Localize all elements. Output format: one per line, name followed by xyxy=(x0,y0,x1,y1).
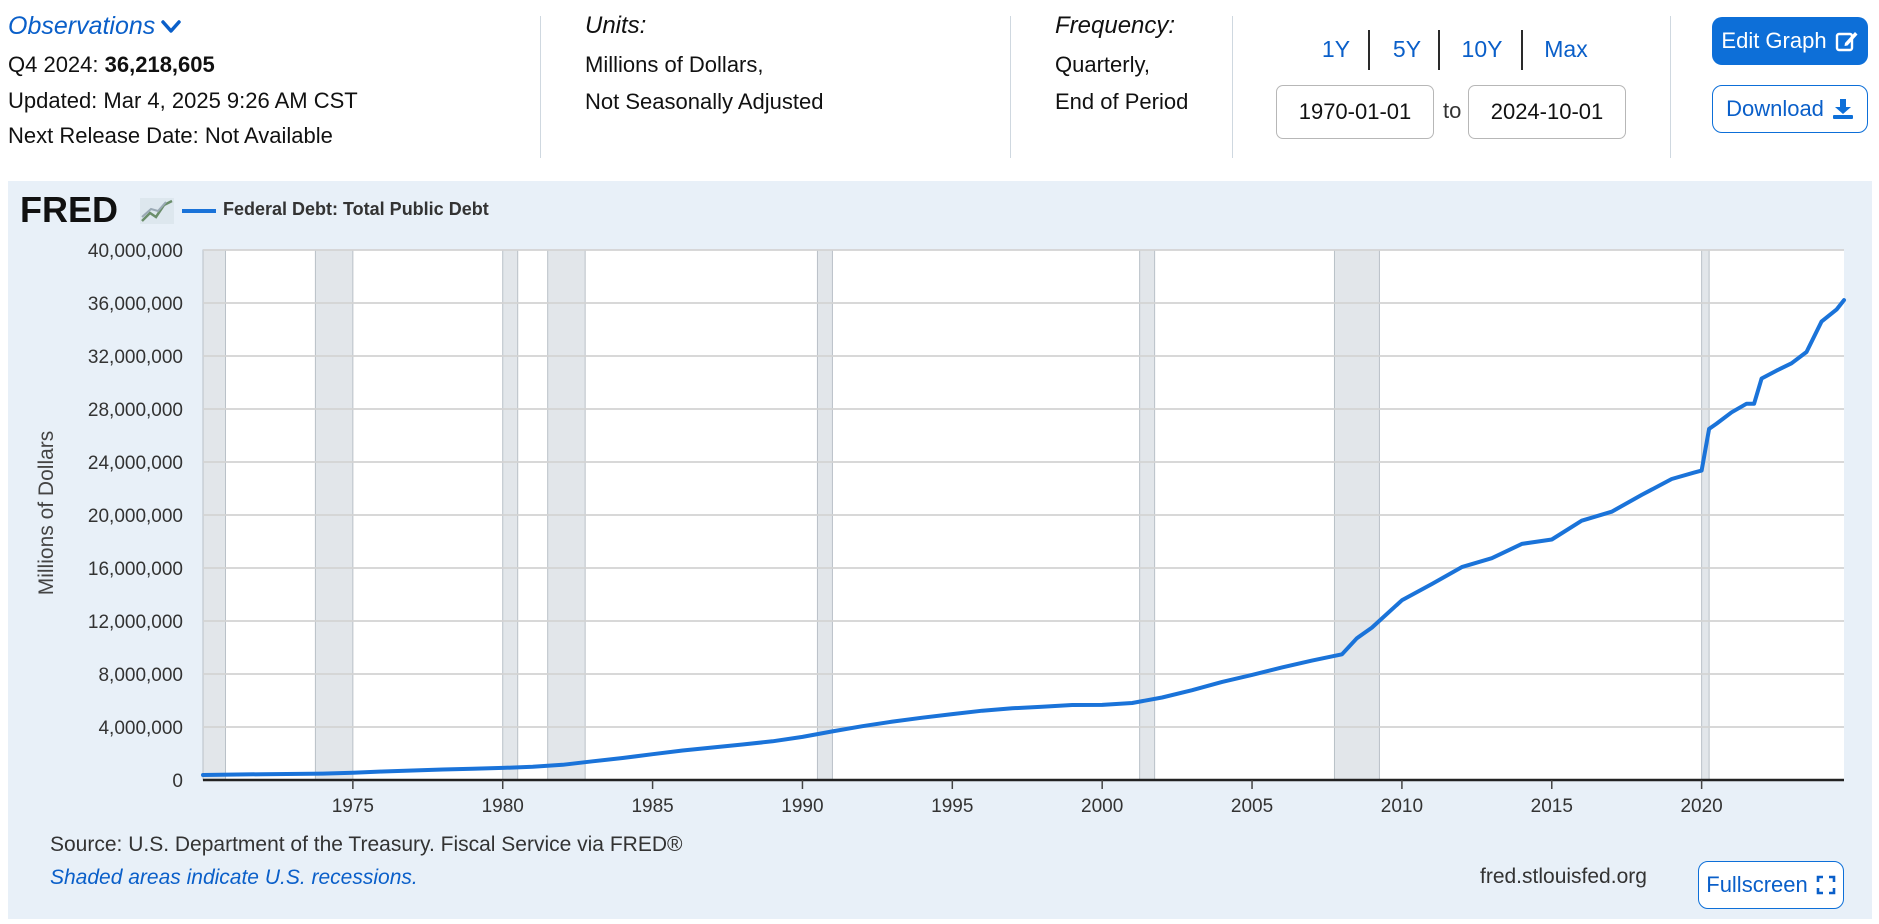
download-button[interactable]: Download xyxy=(1712,85,1868,133)
line-chart: 0 4,000,000 8,000,000 12,000,000 16,000,000 2… xyxy=(20,189,1846,889)
legend-label: Federal Debt: Total Public Debt xyxy=(223,199,489,219)
x-tick-label: 2010 xyxy=(1381,796,1423,817)
range-separator xyxy=(1368,30,1370,70)
chevron-down-icon xyxy=(161,19,182,33)
fullscreen-label: Fullscreen xyxy=(1706,872,1808,897)
frequency-line2: End of Period xyxy=(1055,89,1189,114)
fred-logo-chart-icon xyxy=(140,198,174,224)
y-tick-label: 20,000,000 xyxy=(88,506,183,527)
y-tick-label: 0 xyxy=(172,771,183,792)
x-tick-label: 1975 xyxy=(332,796,374,817)
header-divider xyxy=(1670,16,1671,158)
y-tick-label: 12,000,000 xyxy=(88,612,183,633)
x-tick-label: 1990 xyxy=(781,796,823,817)
fred-logo-text: FRED xyxy=(20,189,118,230)
source-note: Source: U.S. Department of the Treasury.… xyxy=(50,833,683,856)
edit-icon xyxy=(1835,32,1858,52)
observations-label: Observations xyxy=(8,12,156,40)
frequency-label: Frequency: xyxy=(1055,12,1176,39)
edit-graph-button[interactable]: Edit Graph xyxy=(1712,17,1868,65)
chart-panel: 0 4,000,000 8,000,000 12,000,000 16,000,000 2… xyxy=(8,181,1872,919)
header-divider xyxy=(1010,16,1011,158)
range-5y-button[interactable]: 5Y xyxy=(1392,36,1422,62)
recession-note-link[interactable]: Shaded areas indicate U.S. recessions. xyxy=(50,866,418,889)
obs-value: 36,218,605 xyxy=(104,52,215,77)
y-tick-label: 4,000,000 xyxy=(98,718,183,739)
next-release: Next Release Date: Not Available xyxy=(8,123,333,148)
y-tick-label: 16,000,000 xyxy=(88,559,183,580)
date-to-input[interactable] xyxy=(1468,85,1626,139)
date-to-label: to xyxy=(1443,98,1462,123)
fullscreen-button[interactable]: Fullscreen xyxy=(1698,861,1844,909)
frequency-line1: Quarterly, xyxy=(1055,52,1150,77)
range-separator xyxy=(1438,30,1440,70)
y-tick-label: 32,000,000 xyxy=(88,347,183,368)
y-tick-label: 40,000,000 xyxy=(88,241,183,262)
fred-logo: FRED xyxy=(20,189,174,230)
header-divider xyxy=(540,16,541,158)
obs-period: Q4 2024: xyxy=(8,52,99,77)
latest-observation: Q4 2024: 36,218,605 xyxy=(8,52,215,78)
date-from-input[interactable] xyxy=(1276,85,1434,139)
series-line-federal-debt xyxy=(201,298,1846,777)
units-label: Units: xyxy=(585,12,647,39)
range-1y-button[interactable]: 1Y xyxy=(1321,36,1351,62)
edit-graph-label: Edit Graph xyxy=(1721,28,1827,53)
range-max-button[interactable]: Max xyxy=(1544,36,1588,62)
y-tick-label: 36,000,000 xyxy=(88,294,183,315)
y-tick-label: 24,000,000 xyxy=(88,453,183,474)
x-tick-label: 2000 xyxy=(1081,796,1123,817)
x-tick-label: 2020 xyxy=(1680,796,1722,817)
x-tick-label: 2015 xyxy=(1531,796,1573,817)
download-label: Download xyxy=(1726,96,1824,121)
y-tick-label: 8,000,000 xyxy=(98,665,183,686)
range-separator xyxy=(1521,30,1523,70)
site-url: fred.stlouisfed.org xyxy=(1480,865,1647,888)
units-line2: Not Seasonally Adjusted xyxy=(585,89,824,114)
header-divider xyxy=(1232,16,1233,158)
y-tick-label: 28,000,000 xyxy=(88,400,183,421)
x-tick-label: 2005 xyxy=(1231,796,1273,817)
x-tick-label: 1985 xyxy=(631,796,673,817)
y-axis-label: Millions of Dollars xyxy=(35,431,58,596)
observations-dropdown[interactable]: Observations xyxy=(8,12,182,41)
x-tick-label: 1995 xyxy=(931,796,973,817)
fullscreen-icon xyxy=(1816,875,1836,895)
units-line1: Millions of Dollars, xyxy=(585,52,764,77)
range-10y-button[interactable]: 10Y xyxy=(1461,36,1503,62)
download-icon xyxy=(1832,99,1853,119)
x-tick-label: 1980 xyxy=(482,796,524,817)
updated-date: Updated: Mar 4, 2025 9:26 AM CST xyxy=(8,88,358,113)
